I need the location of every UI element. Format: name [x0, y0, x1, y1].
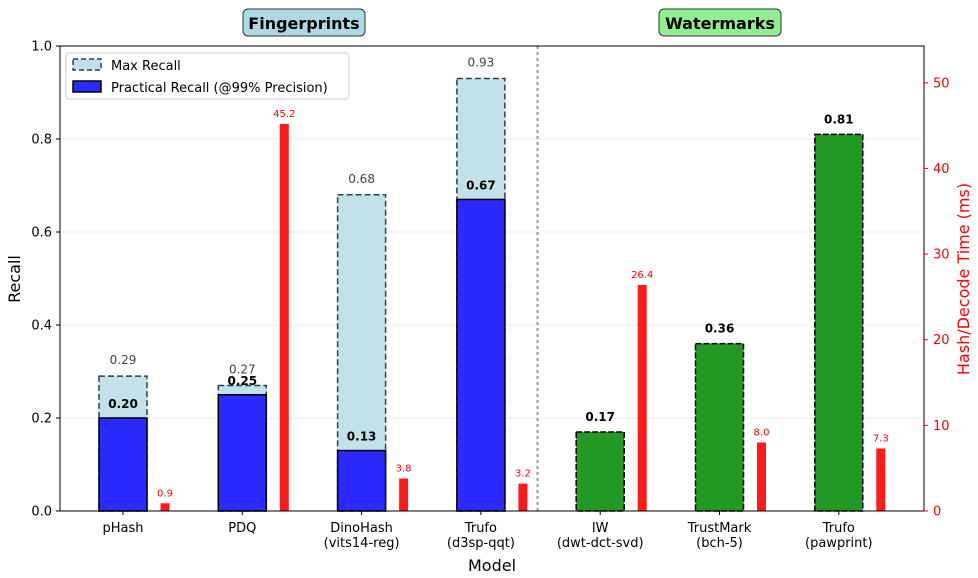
y2-tick-label: 10: [933, 419, 950, 434]
practical-recall-bar: [814, 133, 864, 512]
group-header-fingerprints-box: [242, 8, 366, 37]
group-header-fingerprints: Fingerprints: [242, 8, 366, 37]
plot-frame: [59, 45, 925, 512]
y2-axis-title: Hash/Decode Time (ms): [954, 183, 973, 375]
y-tick-label: 1.0: [31, 40, 52, 55]
practical-recall-label: 0.67: [466, 178, 496, 192]
legend-label-practical-recall: Practical Recall (@99% Precision): [111, 81, 328, 96]
x-tick-label: (d3sp-qqt): [447, 536, 515, 551]
x-tick-label: (pawprint): [805, 536, 873, 551]
time-label: 3.2: [515, 469, 531, 480]
x-axis-title: Model: [468, 556, 516, 575]
time-bar: [637, 284, 647, 511]
max-recall-label: 0.27: [229, 362, 256, 376]
practical-recall-bar: [336, 449, 387, 512]
group-header-watermarks-box: [658, 8, 782, 37]
y-axis-title: Recall: [5, 255, 24, 303]
x-tick-label: (dwt-dct-svd): [557, 536, 644, 551]
time-label: 45.2: [273, 109, 295, 120]
y2-tick-label: 40: [933, 162, 950, 177]
practical-recall-label: 0.25: [227, 374, 257, 388]
practical-recall-bar: [98, 417, 148, 512]
x-tick-label: TrustMark: [687, 521, 752, 536]
y2-tick-label: 50: [933, 76, 950, 91]
legend-frame: [65, 52, 350, 100]
time-bar: [160, 503, 170, 511]
legend-swatch-max-recall: [72, 58, 102, 71]
y-tick-label: 0.0: [31, 505, 52, 520]
x-tick-label: (vits14-reg): [324, 536, 400, 551]
x-tick-label: IW: [592, 521, 609, 536]
practical-recall-bar: [217, 394, 268, 512]
group-header-fingerprints-label: Fingerprints: [248, 14, 359, 33]
legend-swatch-practical-recall: [72, 80, 102, 93]
time-bar: [518, 483, 528, 511]
time-label: 26.4: [631, 270, 653, 281]
x-tick-label: PDQ: [228, 521, 256, 536]
practical-recall-label: 0.36: [705, 322, 735, 336]
time-label: 8.0: [754, 427, 770, 438]
y2-tick-label: 30: [933, 248, 950, 263]
time-label: 7.3: [873, 433, 889, 444]
legend: Max Recall Practical Recall (@99% Precis…: [65, 52, 350, 100]
practical-recall-label: 0.20: [108, 397, 138, 411]
group-header-watermarks: Watermarks: [658, 8, 782, 37]
practical-recall-bar: [694, 342, 745, 512]
x-tick-label: pHash: [102, 521, 143, 536]
group-header-watermarks-label: Watermarks: [665, 14, 775, 33]
max-recall-label: 0.68: [348, 172, 375, 186]
time-label: 0.9: [157, 488, 173, 499]
time-bar: [876, 448, 886, 511]
max-recall-label: 0.29: [110, 353, 137, 367]
legend-label-max-recall: Max Recall: [111, 59, 181, 74]
practical-recall-label: 0.17: [585, 410, 615, 424]
practical-recall-bar: [575, 431, 625, 512]
time-bar: [757, 442, 766, 511]
y2-tick-label: 20: [933, 333, 950, 348]
practical-recall-label: 0.13: [347, 430, 377, 444]
time-bar: [279, 123, 289, 512]
practical-recall-bar: [456, 198, 506, 512]
x-tick-label: DinoHash: [330, 521, 393, 536]
max-recall-label: 0.93: [468, 56, 495, 70]
y-tick-label: 0.2: [31, 412, 52, 427]
y2-tick-label: 0: [933, 505, 941, 520]
y-tick-label: 0.8: [31, 133, 52, 148]
x-tick-label: Trufo: [464, 521, 497, 536]
time-bar: [399, 478, 409, 511]
time-label: 3.8: [396, 463, 412, 474]
x-tick-label: (bch-5): [696, 536, 743, 551]
practical-recall-label: 0.81: [824, 112, 854, 126]
y-tick-label: 0.4: [31, 319, 52, 334]
x-tick-label: Trufo: [822, 521, 855, 536]
y-tick-label: 0.6: [31, 226, 52, 241]
